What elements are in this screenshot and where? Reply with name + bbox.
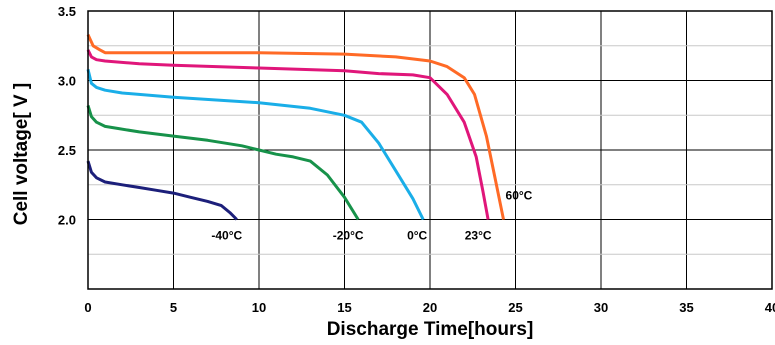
series-line-40c <box>86 160 238 221</box>
x-tick-label: 20 <box>423 300 437 315</box>
series-label: -40°C <box>211 229 242 243</box>
x-axis-label: Discharge Time[hours] <box>327 319 534 340</box>
series-label: 23°C <box>465 229 492 243</box>
y-tick-label: 3.0 <box>58 74 76 89</box>
x-tick-label: 0 <box>84 300 91 315</box>
series-label: 60°C <box>506 189 533 203</box>
x-tick-label: 10 <box>252 300 266 315</box>
y-axis-label: Cell voltage[ V ] <box>11 83 32 226</box>
plot-frame <box>87 10 773 290</box>
x-tick-label: 5 <box>170 300 177 315</box>
series-layer <box>86 33 505 221</box>
series-label: 0°C <box>407 229 427 243</box>
series-line-23c <box>86 49 490 220</box>
tick-labels: 0 5 10 15 20 25 30 35 40 2.0 2.5 3.0 3.5 <box>58 4 775 315</box>
series-labels: -40°C -20°C 0°C 23°C 60°C <box>211 189 532 243</box>
x-tick-label: 15 <box>337 300 351 315</box>
series-line-20c <box>86 105 360 221</box>
series-line-60c <box>86 33 505 220</box>
x-tick-label: 35 <box>679 300 693 315</box>
y-tick-label: 2.5 <box>58 143 76 158</box>
x-tick-label: 25 <box>508 300 522 315</box>
series-label: -20°C <box>333 229 364 243</box>
y-tick-label: 2.0 <box>58 213 76 228</box>
series-line-0c <box>86 69 425 221</box>
x-tick-label: 40 <box>765 300 775 315</box>
x-tick-label: 30 <box>594 300 608 315</box>
y-tick-label: 3.5 <box>58 4 76 19</box>
